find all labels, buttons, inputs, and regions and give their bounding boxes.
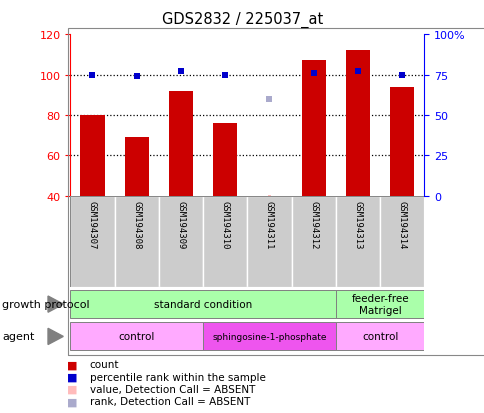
Bar (168, 91, 193, 196)
Text: sphingosine-1-phosphate: sphingosine-1-phosphate (212, 332, 326, 341)
Bar (80, 116, 105, 196)
Bar (68, 29, 484, 355)
Text: GDS2832 / 225037_at: GDS2832 / 225037_at (162, 12, 322, 28)
Text: value, Detection Call = ABSENT: value, Detection Call = ABSENT (90, 384, 255, 394)
Polygon shape (48, 328, 63, 345)
Bar (335, 323, 424, 351)
Text: ■: ■ (66, 359, 77, 369)
Text: feeder-free
Matrigel: feeder-free Matrigel (350, 294, 408, 315)
Text: ■: ■ (66, 396, 77, 406)
Text: control: control (118, 332, 154, 342)
Bar (247, 197, 291, 287)
Bar (212, 124, 237, 196)
Text: GSM194310: GSM194310 (220, 201, 229, 249)
Text: GSM194307: GSM194307 (88, 201, 97, 249)
Bar (335, 197, 379, 287)
Bar (389, 88, 413, 196)
Text: growth protocol: growth protocol (2, 299, 90, 309)
Bar (335, 290, 424, 318)
Bar (291, 197, 335, 287)
Bar (70, 290, 335, 318)
Bar (158, 197, 203, 287)
Bar (345, 51, 369, 196)
Text: agent: agent (2, 332, 35, 342)
Bar (70, 323, 203, 351)
Text: GSM194309: GSM194309 (176, 201, 185, 249)
Polygon shape (48, 296, 63, 313)
Text: GSM194313: GSM194313 (353, 201, 362, 249)
Text: rank, Detection Call = ABSENT: rank, Detection Call = ABSENT (90, 396, 250, 406)
Text: percentile rank within the sample: percentile rank within the sample (90, 372, 265, 382)
Bar (379, 197, 424, 287)
Text: ■: ■ (66, 384, 77, 394)
Text: GSM194314: GSM194314 (397, 201, 406, 249)
Text: GSM194311: GSM194311 (264, 201, 273, 249)
Text: standard condition: standard condition (153, 299, 252, 309)
Bar (203, 323, 335, 351)
Bar (114, 197, 158, 287)
Bar (203, 197, 247, 287)
Bar (124, 138, 149, 196)
Text: ■: ■ (66, 372, 77, 382)
Bar (301, 61, 325, 196)
Text: GSM194308: GSM194308 (132, 201, 141, 249)
Bar (267, 195, 271, 196)
Bar (70, 197, 114, 287)
Text: control: control (361, 332, 397, 342)
Text: count: count (90, 359, 119, 369)
Text: GSM194312: GSM194312 (309, 201, 318, 249)
